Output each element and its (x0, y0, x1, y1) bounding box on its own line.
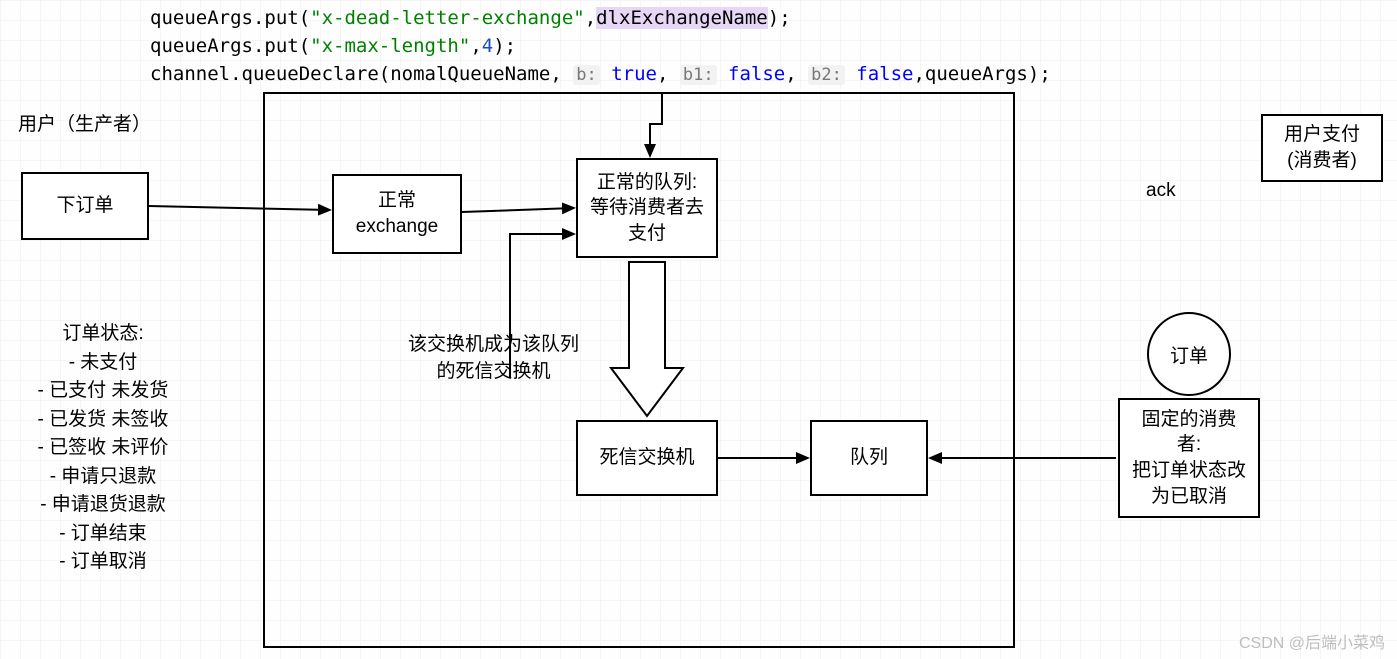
normal-queue-line3: 支付 (590, 221, 704, 247)
ack-label: ack (1146, 178, 1176, 205)
queue-node: 队列 (810, 420, 928, 496)
place-order-node: 下订单 (21, 172, 149, 240)
dlx-exchange-node: 死信交换机 (576, 420, 718, 496)
fixed-consumer-line4: 为已取消 (1132, 484, 1246, 510)
status-item: - 申请退货退款 (8, 491, 198, 520)
consumer-pay-line1: 用户支付 (1284, 122, 1360, 148)
fixed-consumer-node: 固定的消费 者: 把订单状态改 为已取消 (1118, 398, 1260, 518)
status-item: - 订单结束 (8, 520, 198, 549)
dlx-note-line2: 的死信交换机 (408, 359, 579, 386)
order-status-list: 订单状态: - 未支付 - 已支付 未发货 - 已发货 未签收 - 已签收 未评… (8, 320, 198, 577)
normal-queue-line2: 等待消费者去 (590, 195, 704, 221)
queue-label: 队列 (850, 445, 888, 471)
dlx-note-line1: 该交换机成为该队列 (408, 332, 579, 359)
order-circle-node: 订单 (1147, 312, 1231, 396)
place-order-label: 下订单 (56, 193, 113, 219)
status-item: - 已支付 未发货 (8, 377, 198, 406)
normal-queue-line1: 正常的队列: (590, 170, 704, 196)
status-item: - 申请只退款 (8, 463, 198, 492)
producer-label: 用户（生产者） (18, 112, 151, 139)
fixed-consumer-line2: 者: (1132, 432, 1246, 458)
status-item: - 已发货 未签收 (8, 406, 198, 435)
status-item: - 已签收 未评价 (8, 434, 198, 463)
fixed-consumer-line3: 把订单状态改 (1132, 458, 1246, 484)
status-item: - 未支付 (8, 349, 198, 378)
status-title: 订单状态: (8, 320, 198, 349)
dlx-note: 该交换机成为该队列 的死信交换机 (408, 332, 579, 385)
normal-exchange-line2: exchange (356, 214, 438, 240)
consumer-pay-line2: (消费者) (1284, 148, 1360, 174)
normal-queue-node: 正常的队列: 等待消费者去 支付 (576, 158, 718, 258)
status-item: - 订单取消 (8, 548, 198, 577)
fixed-consumer-line1: 固定的消费 (1132, 407, 1246, 433)
watermark: CSDN @后端小菜鸡 (1239, 629, 1385, 653)
dlx-exchange-label: 死信交换机 (599, 445, 694, 471)
normal-exchange-node: 正常 exchange (332, 174, 462, 254)
consumer-pay-node: 用户支付 (消费者) (1261, 114, 1383, 182)
normal-exchange-line1: 正常 (356, 188, 438, 214)
code-snippet: queueArgs.put("x-dead-letter-exchange",d… (150, 4, 1051, 89)
order-circle-label: 订单 (1170, 341, 1208, 368)
